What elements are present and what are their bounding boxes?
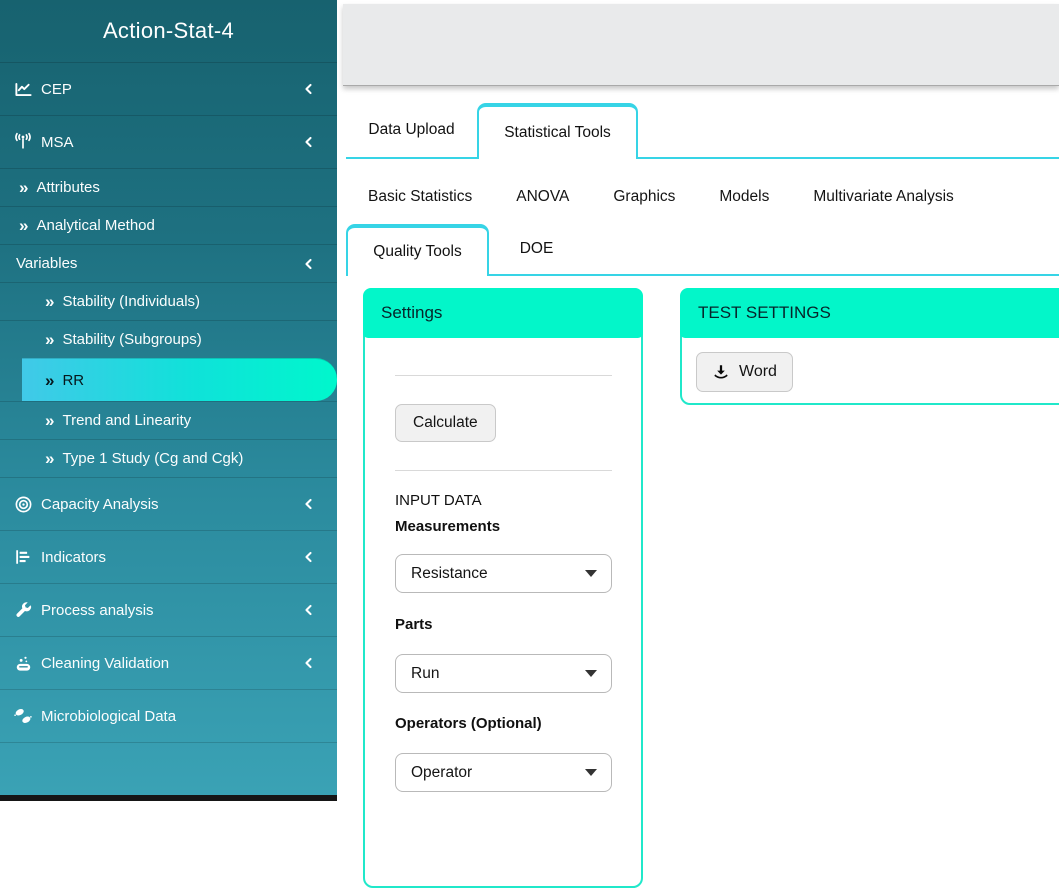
test-settings-panel-header: TEST SETTINGS (680, 288, 1059, 338)
sidebar-item-stability-subgroups[interactable]: » Stability (Subgroups) (0, 320, 337, 358)
sidebar-item-capacity-analysis[interactable]: Capacity Analysis (0, 477, 337, 530)
chevron-left-icon[interactable] (302, 83, 315, 96)
tab-statistical-tools[interactable]: Statistical Tools (477, 103, 638, 159)
bacteria-icon (12, 705, 34, 727)
sidebar-item-label: Cleaning Validation (41, 654, 170, 672)
divider (395, 375, 612, 376)
sidebar-item-label: RR (62, 371, 85, 389)
double-angle-icon: » (19, 178, 29, 197)
sidebar-item-stability-individuals[interactable]: » Stability (Individuals) (0, 282, 337, 320)
tab-doe[interactable]: DOE (489, 224, 584, 274)
sidebar-item-indicators[interactable]: Indicators (0, 530, 337, 583)
sidebar-item-rr[interactable]: » RR (22, 358, 337, 401)
parts-label: Parts (395, 616, 433, 633)
divider (395, 470, 612, 471)
sidebar-item-microbiological-data[interactable]: Microbiological Data (0, 689, 337, 742)
sidebar-item-label: Analytical Method (36, 217, 155, 234)
chevron-left-icon[interactable] (302, 257, 315, 270)
export-word-button[interactable]: Word (696, 352, 793, 392)
sidebar-item-label: Type 1 Study (Cg and Cgk) (62, 450, 244, 467)
app-title: Action-Stat-4 (102, 18, 235, 43)
sidebar-item-label: Microbiological Data (41, 707, 177, 725)
main-tab-bar: Data Upload Statistical Tools (346, 103, 1059, 159)
broadcast-tower-icon (12, 131, 34, 153)
chevron-left-icon[interactable] (302, 604, 315, 617)
chart-line-icon (12, 78, 34, 100)
double-angle-icon: » (45, 370, 55, 390)
wrench-icon (12, 599, 34, 621)
test-settings-panel-body: Word (682, 338, 1059, 392)
tab-anova[interactable]: ANOVA (516, 188, 570, 205)
chevron-left-icon[interactable] (302, 498, 315, 511)
calculate-button[interactable]: Calculate (395, 404, 496, 442)
sidebar-item-label: Attributes (36, 179, 100, 196)
sidebar-bottom-strip (0, 795, 337, 801)
sidebar-item-analytical-method[interactable]: » Analytical Method (0, 206, 337, 244)
sidebar-item-label: Process analysis (41, 601, 154, 619)
double-angle-icon: » (45, 292, 55, 311)
caret-down-icon (585, 570, 597, 577)
measurements-label: Measurements (395, 518, 501, 535)
sidebar-item-label: Variables (16, 255, 78, 272)
sidebar-item-label: Stability (Subgroups) (62, 331, 202, 348)
sidebar-item-label: Capacity Analysis (41, 495, 159, 513)
measurements-select-value: Resistance (411, 564, 488, 582)
double-angle-icon: » (19, 216, 29, 235)
quality-tab-bar: Quality Tools DOE (346, 224, 1059, 276)
input-data-section-label: INPUT DATA (395, 492, 482, 509)
settings-panel-header: Settings (363, 288, 643, 338)
chevron-left-icon[interactable] (302, 551, 315, 564)
parts-select-value: Run (411, 664, 440, 682)
tab-basic-statistics[interactable]: Basic Statistics (368, 188, 473, 205)
tab-quality-tools[interactable]: Quality Tools (346, 224, 489, 276)
sidebar-item-type1-study[interactable]: » Type 1 Study (Cg and Cgk) (0, 439, 337, 477)
sidebar-item-trend-linearity[interactable]: » Trend and Linearity (0, 401, 337, 439)
download-icon (712, 363, 730, 381)
sidebar-item-cep[interactable]: CEP (0, 62, 337, 115)
sidebar-item-label: CEP (41, 80, 72, 98)
double-angle-icon: » (45, 411, 55, 430)
tab-models[interactable]: Models (719, 188, 770, 205)
operators-select[interactable]: Operator (395, 753, 612, 792)
sidebar-item-label: Stability (Individuals) (62, 293, 201, 310)
sidebar-item-attributes[interactable]: » Attributes (0, 168, 337, 206)
settings-panel: Settings Calculate INPUT DATA Measuremen… (363, 288, 643, 888)
export-word-label: Word (739, 363, 777, 380)
sidebar-divider (0, 742, 337, 743)
test-settings-panel: TEST SETTINGS Word (680, 288, 1059, 405)
soap-icon (12, 652, 34, 674)
caret-down-icon (585, 670, 597, 677)
operators-label: Operators (Optional) (395, 715, 542, 732)
sidebar: Action-Stat-4 CEP MSA » Attributes » Ana… (0, 0, 337, 795)
double-angle-icon: » (45, 330, 55, 349)
sidebar-item-variables[interactable]: Variables (0, 244, 337, 282)
sidebar-item-label: MSA (41, 133, 74, 151)
settings-panel-body: Calculate INPUT DATA Measurements Resist… (365, 338, 641, 792)
indicators-chart-icon (12, 546, 34, 568)
caret-down-icon (585, 769, 597, 776)
sidebar-item-cleaning-validation[interactable]: Cleaning Validation (0, 636, 337, 689)
tab-graphics[interactable]: Graphics (613, 188, 676, 205)
operators-select-value: Operator (411, 763, 473, 781)
category-tab-bar: Basic Statistics ANOVA Graphics Models M… (346, 172, 1059, 222)
sidebar-item-label: Indicators (41, 548, 107, 566)
tab-multivariate-analysis[interactable]: Multivariate Analysis (813, 188, 954, 205)
bullseye-icon (12, 493, 34, 515)
tab-data-upload[interactable]: Data Upload (346, 103, 477, 157)
sidebar-item-msa[interactable]: MSA (0, 115, 337, 168)
chevron-left-icon[interactable] (302, 136, 315, 149)
parts-select[interactable]: Run (395, 654, 612, 693)
measurements-select[interactable]: Resistance (395, 554, 612, 593)
sidebar-item-process-analysis[interactable]: Process analysis (0, 583, 337, 636)
double-angle-icon: » (45, 449, 55, 468)
chevron-left-icon[interactable] (302, 657, 315, 670)
sidebar-item-label: Trend and Linearity (62, 412, 192, 429)
top-header-bar (343, 4, 1059, 86)
